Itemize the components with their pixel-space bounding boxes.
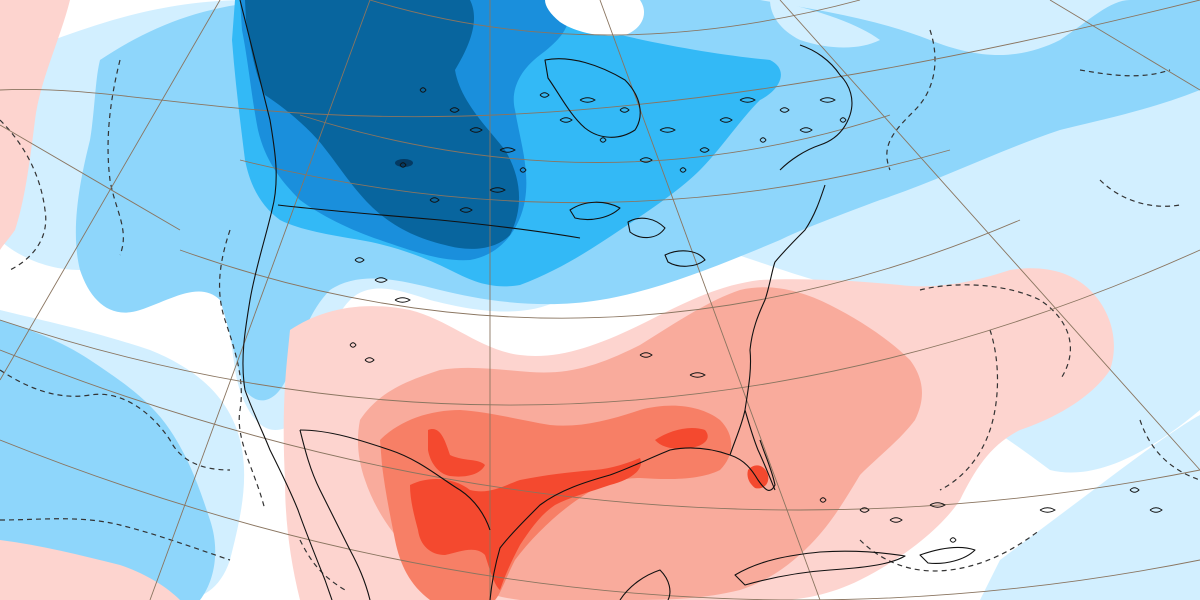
coast-detail: [1039, 507, 1056, 513]
neutral-patch-north: [545, 0, 645, 36]
coast-detail: [659, 127, 676, 133]
contour-line: [0, 518, 231, 561]
latitude-line: [0, 349, 1200, 511]
coast-detail: [449, 107, 460, 113]
coastline-west: [239, 0, 333, 600]
coast-detail: [619, 107, 630, 113]
coast-detail: [889, 517, 903, 523]
coast-detail: [1129, 487, 1140, 493]
coast-detail: [599, 137, 607, 143]
warm-strong-texas: [410, 458, 641, 590]
coast-detail: [819, 97, 836, 103]
cold-slight-southeast: [980, 415, 1200, 600]
coast-detail: [779, 107, 790, 113]
coast-detail: [1149, 507, 1163, 513]
coast-detail: [759, 137, 767, 143]
cold-slight-patch-canada: [770, 0, 880, 48]
coast-detail: [399, 162, 407, 168]
longitude-line: [779, 0, 1200, 471]
longitude-line: [1049, 0, 1200, 91]
cold-weak-west: [0, 320, 216, 600]
coast-detail: [559, 117, 573, 123]
coast-detail: [689, 372, 706, 378]
coast-detail: [949, 537, 957, 543]
coast-detail: [859, 507, 870, 513]
coast-detail: [459, 207, 473, 213]
coast-detail: [394, 297, 411, 303]
latitude-line: [0, 0, 1200, 118]
coast-detail: [364, 357, 375, 363]
warm-strong-gulf-coast: [655, 428, 708, 449]
coastline-hudson: [544, 58, 641, 138]
contour-line: [919, 284, 1071, 381]
contour-line: [1139, 419, 1200, 481]
contour-line: [0, 369, 231, 471]
coast-details-layer: [349, 87, 1163, 543]
coast-detail: [429, 197, 440, 203]
contour-line: [218, 229, 266, 511]
coastline-layer: [239, 0, 976, 600]
contour-line: [859, 529, 1041, 572]
coast-detail: [679, 167, 687, 173]
coast-detail: [419, 87, 427, 93]
coastline-baja: [299, 429, 371, 600]
coast-detail: [699, 147, 710, 153]
coast-detail: [374, 277, 388, 283]
coast-detail: [489, 187, 506, 193]
coast-detail: [639, 352, 653, 358]
coast-detail: [739, 97, 756, 103]
warm-slight-southwest: [0, 540, 180, 600]
latitude-line: [0, 439, 1200, 600]
cold-extreme-region: [245, 0, 520, 249]
coast-detail: [929, 502, 946, 508]
coast-detail: [799, 127, 813, 133]
coastline-yucatan: [619, 569, 671, 600]
coast-detail: [499, 147, 516, 153]
cold-weak-patch-ne: [850, 93, 910, 110]
great-lakes: [627, 217, 666, 239]
coast-detail: [349, 342, 357, 348]
contour-line: [107, 59, 124, 256]
contour-line: [0, 119, 47, 271]
latitude-line: [0, 249, 1200, 406]
border-us-mexico: [299, 429, 491, 531]
great-lakes: [569, 201, 621, 221]
contour-line: [1079, 69, 1171, 77]
coast-detail: [539, 92, 550, 98]
contour-line: [939, 329, 999, 491]
coastline-east: [744, 184, 826, 411]
longitude-line: [149, 0, 371, 600]
coastline-maritimes: [779, 44, 853, 171]
warm-slight-westedge: [0, 0, 70, 250]
coast-detail: [839, 117, 847, 123]
coastline-cuba: [734, 550, 906, 586]
coast-detail: [519, 167, 527, 173]
longitude-line: [0, 0, 221, 381]
latitude-line: [299, 114, 891, 163]
longitude-line: [0, 124, 181, 231]
coast-detail: [819, 497, 827, 503]
contour-line: [886, 29, 936, 171]
dashed-contour-layer: [0, 29, 1200, 591]
coastline-florida: [729, 409, 776, 491]
coast-detail: [719, 117, 733, 123]
coast-detail: [579, 97, 596, 103]
coast-detail: [354, 257, 365, 263]
latitude-line: [369, 0, 861, 36]
coast-detail: [639, 157, 653, 163]
border-us-canada: [277, 204, 581, 239]
longitude-line: [599, 0, 821, 600]
latitude-line: [179, 219, 1021, 319]
great-lakes: [664, 250, 706, 267]
coast-detail: [469, 127, 483, 133]
coastline-hispaniola: [919, 546, 976, 564]
warm-strong-upper-texas: [428, 429, 485, 477]
contour-line: [299, 539, 346, 591]
coastline-gulf: [489, 439, 776, 600]
